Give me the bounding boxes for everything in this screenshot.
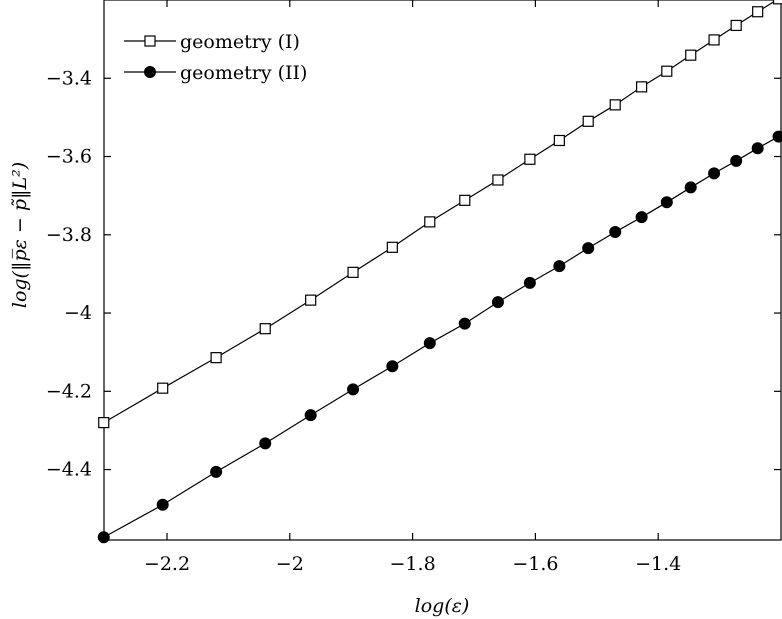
data-point-square (524, 153, 536, 165)
x-tick-label: −1.8 (390, 553, 436, 575)
data-point-circle (553, 260, 566, 273)
series-layer (97, 0, 782, 544)
data-point-circle (347, 383, 360, 396)
y-tick-label: −3.6 (46, 146, 92, 168)
data-point-square (347, 266, 359, 278)
legend-marker-open-square (144, 35, 156, 47)
data-point-circle (684, 181, 697, 194)
data-point-square (98, 417, 110, 429)
y-tick-label: −4.4 (46, 459, 92, 481)
data-point-square (157, 382, 169, 394)
y-tick-label: −4 (64, 302, 92, 324)
data-point-circle (660, 196, 673, 209)
data-point-square (459, 194, 471, 206)
data-point-square (210, 352, 222, 364)
data-point-circle (772, 130, 782, 143)
legend-label-geometry-2: geometry (II) (180, 62, 307, 84)
data-point-square (752, 6, 764, 18)
x-tick-label: −1.6 (512, 553, 558, 575)
data-point-square (305, 294, 317, 306)
series-line-2 (103, 136, 779, 538)
legend: geometry (I) geometry (II) (118, 24, 328, 90)
x-tick-label: −2 (276, 553, 304, 575)
y-tick-label: −3.4 (46, 67, 92, 89)
data-point-square (772, 0, 782, 5)
data-point-circle (386, 360, 399, 373)
y-axis-label: log(‖p̅ε − p̃‖L²) (9, 162, 31, 308)
legend-label-geometry-1: geometry (I) (180, 31, 300, 53)
plot-area-frame (103, 0, 782, 541)
data-point-circle (523, 276, 536, 289)
data-point-circle (458, 317, 471, 330)
legend-marker-filled-circle (144, 66, 156, 78)
y-tick-label: −4.2 (46, 380, 92, 402)
data-point-square (636, 81, 648, 93)
data-point-square (730, 19, 742, 32)
data-point-circle (491, 296, 504, 309)
data-point-square (685, 49, 697, 61)
data-point-square (661, 65, 673, 77)
data-point-square (553, 134, 565, 147)
data-point-circle (259, 437, 272, 450)
data-point-circle (751, 142, 764, 155)
data-point-circle (97, 531, 110, 544)
data-point-circle (210, 465, 223, 478)
data-point-square (582, 115, 594, 127)
data-point-square (708, 34, 720, 46)
x-axis-label: log(ε) (415, 595, 470, 617)
legend-background (118, 24, 328, 90)
data-point-circle (730, 154, 743, 167)
data-point-circle (708, 167, 721, 180)
axis-ticks: −2.2 −2 −1.8 −1.6 −1.4 −4.4 −4.2 −4 −3.8 −3.6 −3.4 (46, 0, 781, 575)
data-point-circle (635, 211, 648, 224)
y-tick-label: −3.8 (46, 224, 92, 246)
x-tick-label: −2.2 (144, 553, 190, 575)
data-point-square (259, 323, 271, 335)
data-point-circle (423, 337, 436, 350)
data-point-circle (304, 409, 317, 422)
data-point-circle (156, 498, 169, 511)
data-point-square (386, 241, 398, 253)
data-point-square (492, 174, 504, 186)
data-point-circle (582, 242, 595, 255)
data-point-square (424, 216, 436, 228)
x-tick-label: −1.4 (635, 553, 681, 575)
data-point-square (609, 99, 621, 111)
data-point-circle (609, 226, 622, 239)
